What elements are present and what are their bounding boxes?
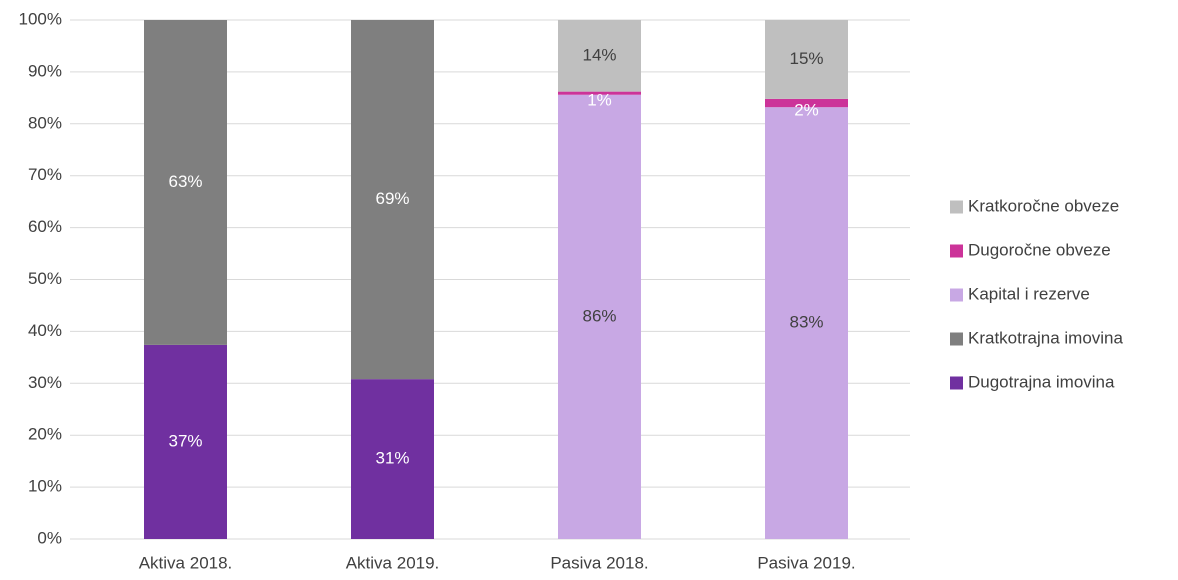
x-tick-label: Pasiva 2019.	[757, 553, 855, 572]
data-label: 31%	[375, 449, 409, 468]
bar-segment	[765, 98, 848, 108]
y-tick-label: 60%	[28, 217, 62, 236]
bar-segment	[558, 94, 641, 540]
bar-segment	[351, 379, 434, 539]
y-tick-label: 70%	[28, 165, 62, 184]
data-label: 14%	[582, 45, 616, 64]
y-tick-label: 50%	[28, 269, 62, 288]
y-tick-label: 90%	[28, 61, 62, 80]
bar-segment	[144, 344, 227, 539]
data-label: 2%	[794, 101, 819, 120]
legend-label: Kapital i rezerve	[968, 284, 1090, 303]
data-label: 37%	[168, 431, 202, 450]
data-label: 15%	[789, 49, 823, 68]
y-tick-label: 40%	[28, 321, 62, 340]
legend-label: Kratkoročne obveze	[968, 196, 1119, 215]
y-tick-label: 80%	[28, 113, 62, 132]
y-tick-label: 0%	[37, 528, 62, 547]
data-label: 83%	[789, 313, 823, 332]
x-tick-label: Aktiva 2018.	[139, 553, 233, 572]
bar-segment	[765, 107, 848, 539]
data-label: 86%	[582, 306, 616, 325]
x-tick-label: Pasiva 2018.	[550, 553, 648, 572]
legend-label: Kratkotrajna imovina	[968, 328, 1124, 347]
y-tick-label: 100%	[19, 9, 62, 28]
data-label: 69%	[375, 189, 409, 208]
legend-label: Dugoročne obveze	[968, 240, 1111, 259]
legend-swatch	[950, 376, 963, 390]
bar-segment	[144, 20, 227, 345]
bar-segment	[558, 91, 641, 95]
legend-swatch	[950, 332, 963, 346]
bar-segment	[351, 20, 434, 380]
legend-swatch	[950, 244, 963, 258]
legend-swatch	[950, 200, 963, 214]
data-label: 1%	[587, 91, 612, 110]
y-tick-label: 10%	[28, 477, 62, 496]
legend-swatch	[950, 288, 963, 302]
bar-segment	[558, 20, 641, 92]
data-label: 63%	[168, 172, 202, 191]
x-tick-label: Aktiva 2019.	[346, 553, 440, 572]
legend-label: Dugotrajna imovina	[968, 372, 1115, 391]
bar-segment	[765, 20, 848, 99]
y-tick-label: 30%	[28, 373, 62, 392]
y-tick-label: 20%	[28, 425, 62, 444]
